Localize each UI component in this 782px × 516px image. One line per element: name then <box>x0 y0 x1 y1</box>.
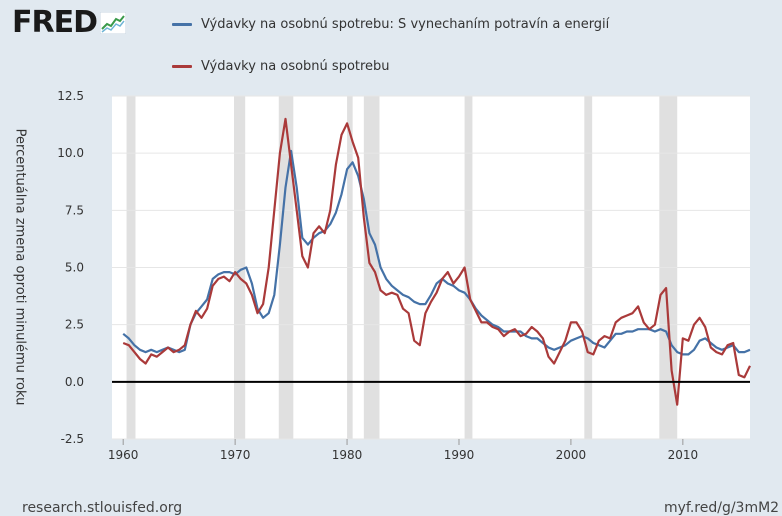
x-tick-label: 2000 <box>556 448 587 462</box>
y-tick-label: 12.5 <box>57 89 84 103</box>
grid-lines <box>112 95 750 440</box>
fred-chart-icon <box>100 12 126 34</box>
legend-swatch-pce <box>172 64 192 68</box>
y-tick-labels: 12.5 10.0 7.5 5.0 2.5 0.0 -2.5 <box>57 89 84 446</box>
x-tick-label: 2010 <box>668 448 699 462</box>
y-tick-label: 5.0 <box>65 261 84 275</box>
y-tick-label: -2.5 <box>61 432 84 446</box>
legend-label-pce: Výdavky na osobnú spotrebu <box>201 58 390 74</box>
y-tick-label: 0.0 <box>65 375 84 389</box>
x-tick-labels: 1960 1970 1980 1990 2000 2010 <box>108 439 698 462</box>
fred-logo[interactable]: FRED <box>12 6 126 40</box>
x-tick-label: 1990 <box>444 448 475 462</box>
chart-legend: Výdavky na osobnú spotrebu: S vynechaním… <box>172 14 609 98</box>
x-tick-label: 1980 <box>332 448 363 462</box>
x-tick-label: 1960 <box>108 448 139 462</box>
series-lines <box>122 117 751 406</box>
legend-item-core-pce[interactable]: Výdavky na osobnú spotrebu: S vynechaním… <box>172 14 609 34</box>
y-tick-label: 7.5 <box>65 203 84 217</box>
footer-source-link[interactable]: research.stlouisfed.org <box>22 500 183 516</box>
legend-label-core-pce: Výdavky na osobnú spotrebu: S vynechaním… <box>201 16 610 32</box>
fred-logo-text: FRED <box>12 5 98 40</box>
footer-short-link[interactable]: myf.red/g/3mM2 <box>664 500 780 516</box>
series-line-1[interactable] <box>122 117 751 406</box>
x-tick-label: 1970 <box>220 448 251 462</box>
series-line-0[interactable] <box>122 149 751 356</box>
y-tick-label: 2.5 <box>65 318 84 332</box>
legend-item-pce[interactable]: Výdavky na osobnú spotrebu <box>172 56 609 76</box>
y-tick-label: 10.0 <box>57 146 84 160</box>
legend-swatch-core-pce <box>172 22 192 26</box>
